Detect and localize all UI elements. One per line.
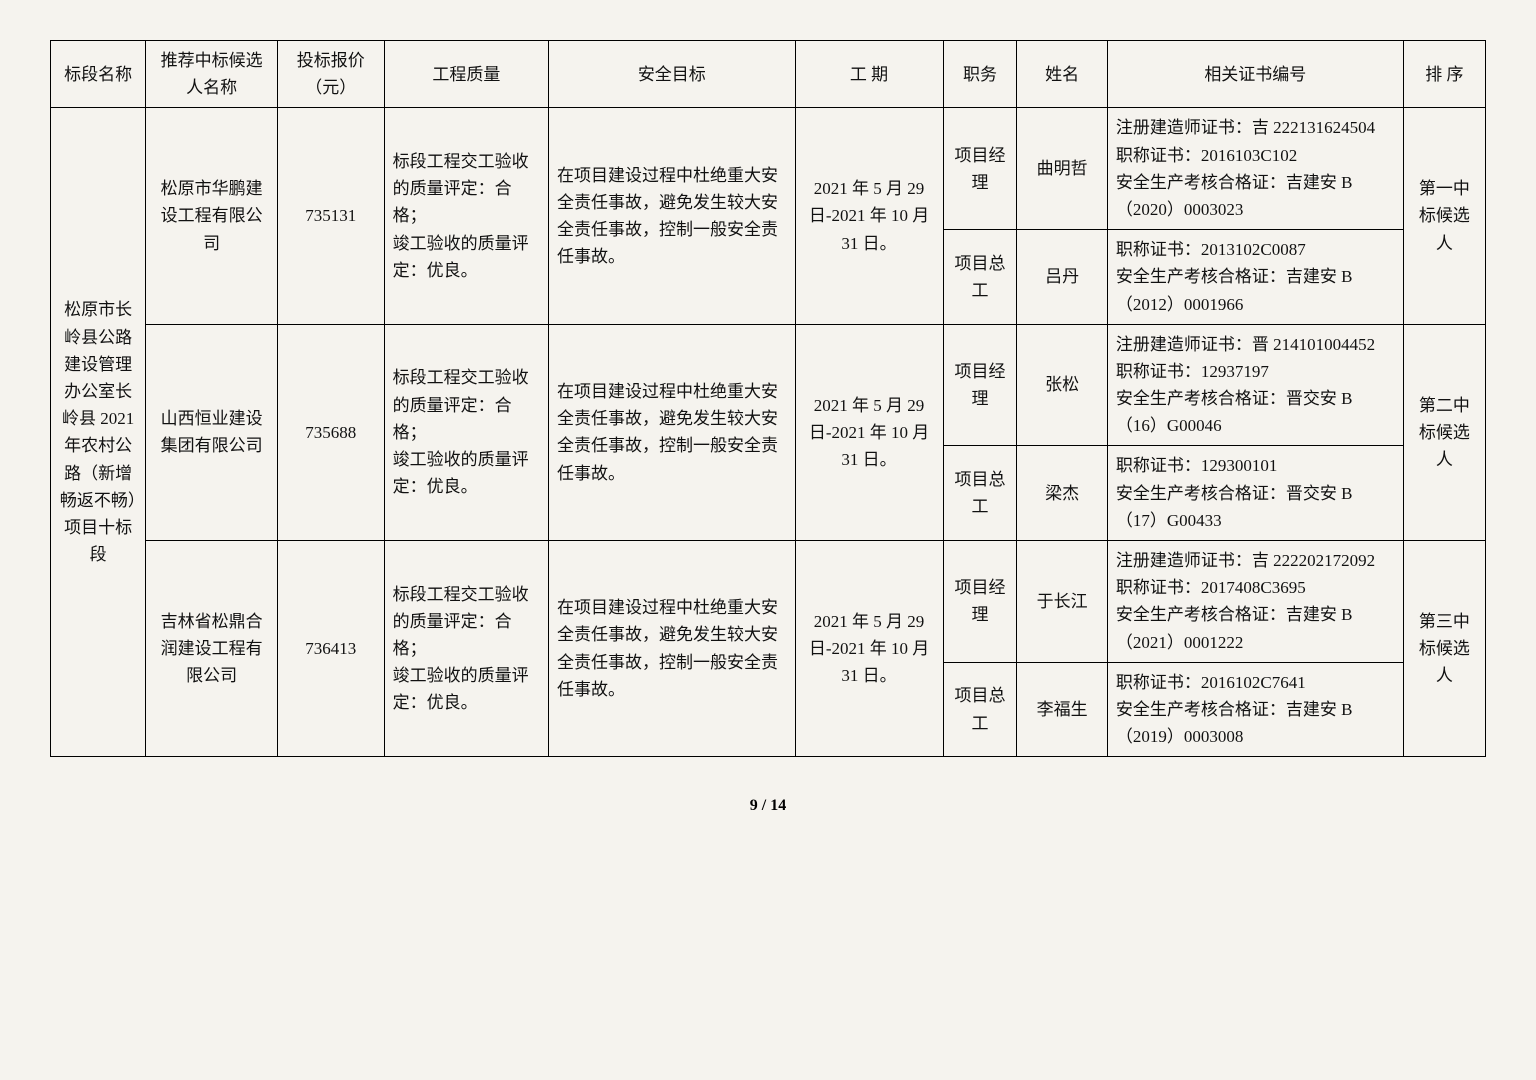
cell-name: 吕丹 [1017, 230, 1107, 325]
cell-quality: 标段工程交工验收的质量评定：合格；竣工验收的质量评定：优良。 [384, 324, 548, 540]
cell-price: 736413 [277, 541, 384, 757]
table-row: 山西恒业建设集团有限公司735688标段工程交工验收的质量评定：合格；竣工验收的… [51, 324, 1486, 446]
cell-cert: 注册建造师证书：吉 222202172092职称证书：2017408C3695安… [1107, 541, 1403, 663]
table-row: 松原市长岭县公路建设管理办公室长岭县 2021 年农村公路（新增畅返不畅）项目十… [51, 108, 1486, 230]
cell-cert: 职称证书：129300101安全生产考核合格证：晋交安 B（17）G00433 [1107, 446, 1403, 541]
cell-duration: 2021 年 5 月 29 日-2021 年 10 月 31 日。 [795, 324, 943, 540]
cell-name: 于长江 [1017, 541, 1107, 663]
cell-name: 曲明哲 [1017, 108, 1107, 230]
cell-safety: 在项目建设过程中杜绝重大安全责任事故，避免发生较大安全责任事故，控制一般安全责任… [549, 541, 796, 757]
cell-name: 李福生 [1017, 662, 1107, 757]
cell-position: 项目经理 [943, 541, 1017, 663]
col-cert: 相关证书编号 [1107, 41, 1403, 108]
cell-rank: 第一中标候选人 [1403, 108, 1485, 324]
cell-rank: 第二中标候选人 [1403, 324, 1485, 540]
cell-position: 项目总工 [943, 446, 1017, 541]
col-position: 职务 [943, 41, 1017, 108]
cell-position: 项目经理 [943, 324, 1017, 446]
cell-position: 项目总工 [943, 230, 1017, 325]
cell-cert: 注册建造师证书：晋 214101004452职称证书：12937197安全生产考… [1107, 324, 1403, 446]
cell-candidate: 吉林省松鼎合润建设工程有限公司 [146, 541, 278, 757]
col-name: 姓名 [1017, 41, 1107, 108]
cell-safety: 在项目建设过程中杜绝重大安全责任事故，避免发生较大安全责任事故，控制一般安全责任… [549, 108, 796, 324]
table-row: 吉林省松鼎合润建设工程有限公司736413标段工程交工验收的质量评定：合格；竣工… [51, 541, 1486, 663]
cell-position: 项目经理 [943, 108, 1017, 230]
cell-duration: 2021 年 5 月 29 日-2021 年 10 月 31 日。 [795, 541, 943, 757]
cell-duration: 2021 年 5 月 29 日-2021 年 10 月 31 日。 [795, 108, 943, 324]
cell-position: 项目总工 [943, 662, 1017, 757]
cell-cert: 职称证书：2013102C0087安全生产考核合格证：吉建安 B（2012）00… [1107, 230, 1403, 325]
bid-candidates-table: 标段名称 推荐中标候选人名称 投标报价（元） 工程质量 安全目标 工 期 职务 … [50, 40, 1486, 757]
cell-price: 735131 [277, 108, 384, 324]
cell-candidate: 松原市华鹏建设工程有限公司 [146, 108, 278, 324]
cell-name: 张松 [1017, 324, 1107, 446]
table-header-row: 标段名称 推荐中标候选人名称 投标报价（元） 工程质量 安全目标 工 期 职务 … [51, 41, 1486, 108]
cell-section: 松原市长岭县公路建设管理办公室长岭县 2021 年农村公路（新增畅返不畅）项目十… [51, 108, 146, 757]
cell-price: 735688 [277, 324, 384, 540]
cell-quality: 标段工程交工验收的质量评定：合格；竣工验收的质量评定：优良。 [384, 108, 548, 324]
cell-name: 梁杰 [1017, 446, 1107, 541]
col-rank: 排 序 [1403, 41, 1485, 108]
cell-quality: 标段工程交工验收的质量评定：合格；竣工验收的质量评定：优良。 [384, 541, 548, 757]
col-price: 投标报价（元） [277, 41, 384, 108]
cell-safety: 在项目建设过程中杜绝重大安全责任事故，避免发生较大安全责任事故，控制一般安全责任… [549, 324, 796, 540]
page-number: 9 / 14 [50, 797, 1486, 815]
table-body: 松原市长岭县公路建设管理办公室长岭县 2021 年农村公路（新增畅返不畅）项目十… [51, 108, 1486, 757]
cell-rank: 第三中标候选人 [1403, 541, 1485, 757]
cell-cert: 注册建造师证书：吉 222131624504职称证书：2016103C102安全… [1107, 108, 1403, 230]
cell-cert: 职称证书：2016102C7641安全生产考核合格证：吉建安 B（2019）00… [1107, 662, 1403, 757]
col-safety: 安全目标 [549, 41, 796, 108]
col-section: 标段名称 [51, 41, 146, 108]
cell-candidate: 山西恒业建设集团有限公司 [146, 324, 278, 540]
col-quality: 工程质量 [384, 41, 548, 108]
col-duration: 工 期 [795, 41, 943, 108]
col-candidate: 推荐中标候选人名称 [146, 41, 278, 108]
